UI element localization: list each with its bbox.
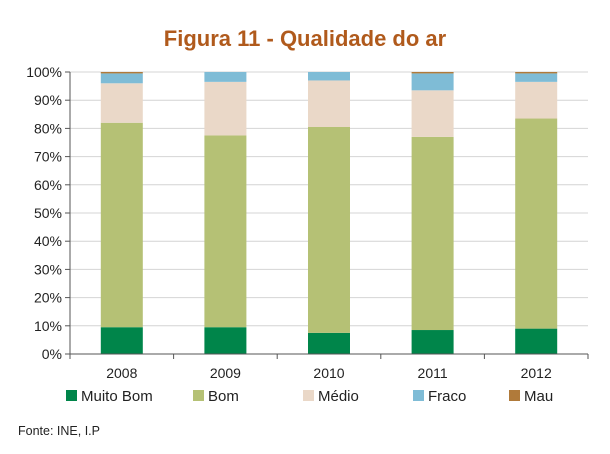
legend-label: Médio xyxy=(318,388,359,405)
x-tick-label: 2010 xyxy=(313,365,344,381)
axes xyxy=(65,71,589,359)
bar-segment xyxy=(204,135,247,328)
x-tick-label: 2009 xyxy=(210,365,241,381)
bar-segment xyxy=(100,327,143,354)
bar-segment xyxy=(100,122,143,328)
x-tick-label: 2012 xyxy=(521,365,552,381)
bar-segment xyxy=(411,330,454,354)
x-tick-label: 2011 xyxy=(418,365,448,381)
bar-segment xyxy=(515,81,558,119)
bar-segment xyxy=(100,72,143,74)
legend-label: Bom xyxy=(208,388,239,405)
legend-swatch xyxy=(303,390,314,401)
bar-segment xyxy=(100,73,143,84)
bar-segment xyxy=(411,136,454,331)
bar-segment xyxy=(411,72,454,74)
y-tick-labels: 0% 10% 20% 30% 40% 50% 60% 70% 80% 90% 100% xyxy=(26,64,62,362)
legend-label: Mau xyxy=(524,388,553,405)
legend-label: Fraco xyxy=(428,388,466,405)
legend-swatch xyxy=(509,390,520,401)
y-tick-label: 40% xyxy=(34,233,62,249)
bar-segment xyxy=(100,83,143,123)
bar-segment xyxy=(308,126,350,333)
y-tick-label: 50% xyxy=(34,205,62,221)
source-note: Fonte: INE, I.P xyxy=(18,424,100,438)
y-tick-label: 20% xyxy=(34,290,62,306)
y-tick-label: 30% xyxy=(34,261,62,277)
chart-title: Figura 11 - Qualidade do ar xyxy=(163,26,447,51)
y-tick-label: 10% xyxy=(34,318,62,334)
bar-segment xyxy=(308,72,350,81)
legend: Muito Bom Bom Médio Fraco Mau xyxy=(66,388,553,405)
bar-segment xyxy=(411,90,454,137)
bar-segment xyxy=(411,73,454,91)
bar-segment xyxy=(308,80,350,127)
legend-swatch xyxy=(66,390,77,401)
legend-swatch xyxy=(193,390,204,401)
y-tick-label: 90% xyxy=(34,92,62,108)
y-tick-label: 100% xyxy=(26,64,62,80)
bar-segment xyxy=(308,332,350,354)
bar-segment xyxy=(515,72,558,74)
bar-segment xyxy=(204,327,247,354)
legend-label: Muito Bom xyxy=(81,388,153,405)
y-tick-label: 60% xyxy=(34,177,62,193)
y-tick-label: 0% xyxy=(42,346,62,362)
bar-segment xyxy=(515,73,558,82)
x-tick-label: 2008 xyxy=(106,365,137,381)
bars xyxy=(100,72,558,354)
legend-swatch xyxy=(413,390,424,401)
bar-segment xyxy=(515,328,558,354)
y-tick-label: 80% xyxy=(34,120,62,136)
bar-segment xyxy=(204,81,247,136)
y-tick-label: 70% xyxy=(34,149,62,165)
x-tick-labels: 2008 2009 2010 2011 2012 xyxy=(106,365,552,381)
bar-segment xyxy=(204,72,247,82)
bar-segment xyxy=(515,118,558,329)
